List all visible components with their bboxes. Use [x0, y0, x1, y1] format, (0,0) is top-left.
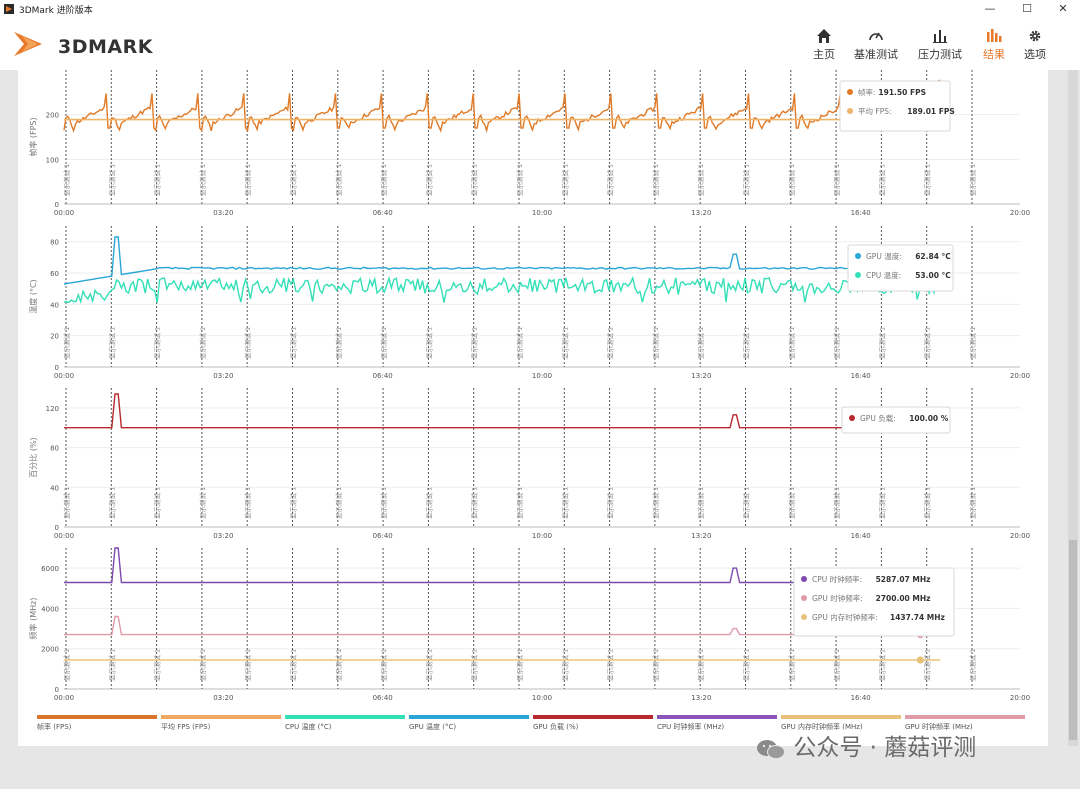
results-icon — [968, 26, 1020, 46]
nav-results-label: 结果 — [983, 48, 1005, 61]
nav-results[interactable]: 结果 — [968, 26, 1020, 62]
legend-label[interactable]: 平均 FPS (FPS) — [161, 723, 211, 731]
legend-swatch[interactable] — [781, 715, 901, 719]
home-icon — [798, 26, 850, 46]
app-header: 3DMARK 主页 基准测试 压力测试 结果 选项 — [0, 18, 1080, 70]
gear-icon — [1009, 26, 1061, 46]
results-panel — [18, 70, 1048, 746]
nav-benchmarks-label: 基准测试 — [854, 48, 898, 61]
nav-home[interactable]: 主页 — [798, 26, 850, 62]
watermark: 公众号 · 蘑菇评测 — [756, 728, 976, 762]
nav-stress-tests-label: 压力测试 — [918, 48, 962, 61]
legend-label[interactable]: GPU 时钟频率 (MHz) — [905, 723, 973, 731]
brand-name: 3DMARK — [58, 36, 153, 58]
legend-swatch[interactable] — [37, 715, 157, 719]
legend-swatch[interactable] — [285, 715, 405, 719]
nav-benchmarks[interactable]: 基准测试 — [850, 26, 902, 62]
legend-label[interactable]: CPU 温度 (°C) — [285, 723, 332, 731]
legend-label[interactable]: GPU 温度 (°C) — [409, 723, 457, 731]
legend-swatch[interactable] — [161, 715, 281, 719]
legend-swatch[interactable] — [657, 715, 777, 719]
scrollbar-thumb[interactable] — [1069, 540, 1077, 740]
nav-options-label: 选项 — [1024, 48, 1046, 61]
watermark-text: 公众号 · 蘑菇评测 — [793, 735, 977, 761]
nav-options[interactable]: 选项 — [1009, 26, 1061, 62]
wechat-icon — [756, 738, 786, 760]
legend-label[interactable]: CPU 时钟频率 (MHz) — [657, 723, 725, 731]
close-button[interactable]: ✕ — [1058, 2, 1068, 15]
legend-swatch[interactable] — [905, 715, 1025, 719]
bar-chart-icon — [914, 26, 966, 46]
legend-label[interactable]: GPU 负载 (%) — [533, 723, 579, 731]
gauge-icon — [850, 26, 902, 46]
3dmark-logo-icon — [14, 32, 42, 56]
maximize-button[interactable]: ☐ — [1022, 2, 1032, 15]
legend-swatch[interactable] — [409, 715, 529, 719]
window-title: 3DMark 进阶版本 — [19, 6, 93, 16]
legend-label[interactable]: 帧率 (FPS) — [37, 723, 72, 731]
nav-home-label: 主页 — [813, 48, 835, 61]
minimize-button[interactable]: — — [984, 2, 996, 15]
scrollbar-track[interactable] — [1068, 70, 1078, 746]
app-logo-icon — [4, 4, 14, 14]
legend-swatch[interactable] — [533, 715, 653, 719]
title-bar: 3DMark 进阶版本 — ☐ ✕ — [0, 0, 1080, 18]
nav-stress-tests[interactable]: 压力测试 — [914, 26, 966, 62]
3dmark-logo[interactable]: 3DMARK — [12, 26, 172, 62]
legend-label[interactable]: GPU 内存时钟频率 (MHz) — [781, 723, 863, 731]
